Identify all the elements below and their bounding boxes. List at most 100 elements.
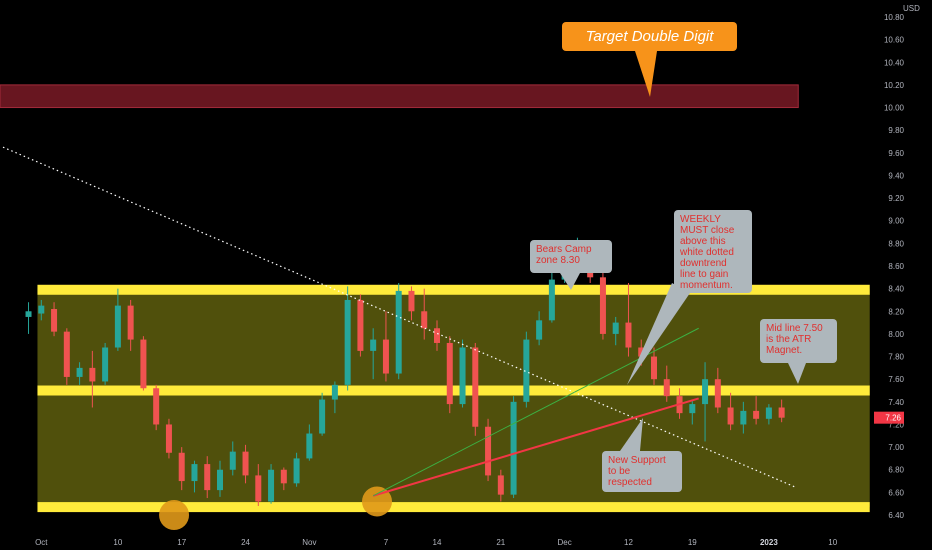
candle[interactable] (395, 282, 402, 380)
candle[interactable] (370, 328, 377, 380)
time-tick-label: 10 (828, 538, 837, 547)
candle[interactable] (191, 460, 198, 493)
candle[interactable] (140, 336, 147, 391)
candle[interactable] (472, 342, 479, 436)
candle[interactable] (702, 362, 709, 442)
price-tick-label: 9.60 (888, 149, 904, 158)
candle[interactable] (714, 367, 721, 414)
candle[interactable] (229, 441, 236, 476)
candle[interactable] (497, 469, 504, 502)
candle-body (319, 399, 326, 434)
candle[interactable] (689, 399, 696, 425)
callout-line: to be (608, 466, 631, 477)
candle-body (536, 320, 543, 340)
callout-line: downtrend (680, 258, 727, 269)
candle-body (485, 426, 492, 476)
candle[interactable] (255, 464, 262, 506)
candle[interactable] (242, 444, 249, 484)
candle[interactable] (331, 381, 338, 414)
time-tick-label: 12 (624, 538, 633, 547)
candle-body (38, 305, 45, 314)
candle-body (395, 290, 402, 374)
candle[interactable] (357, 294, 364, 357)
levels-layer (37, 284, 870, 513)
candle[interactable] (51, 302, 58, 337)
candle[interactable] (165, 418, 172, 459)
candle[interactable] (446, 336, 453, 414)
candle[interactable] (293, 452, 300, 487)
candle[interactable] (727, 392, 734, 431)
candle-body (242, 451, 249, 476)
candle[interactable] (536, 311, 543, 346)
candle[interactable] (153, 384, 160, 431)
callout-line: momentum. (680, 280, 733, 291)
candle-body (765, 407, 772, 419)
price-tick-label: 8.40 (888, 285, 904, 294)
candle[interactable] (740, 401, 747, 434)
trendline-new-support[interactable] (372, 397, 699, 497)
candle-body (472, 347, 479, 427)
candle[interactable] (753, 396, 760, 425)
candle-body (114, 305, 121, 348)
callout-pointer (635, 51, 657, 97)
candle[interactable] (217, 460, 223, 497)
candle[interactable] (765, 404, 772, 425)
candle[interactable] (548, 271, 555, 323)
candle-body (102, 347, 109, 382)
candle-body (370, 339, 377, 351)
candle[interactable] (344, 286, 351, 391)
price-tick-label: 7.20 (888, 420, 904, 429)
candle[interactable] (612, 316, 619, 346)
candle-body (331, 384, 338, 400)
candle[interactable] (382, 311, 389, 382)
candle[interactable] (523, 331, 530, 408)
candle[interactable] (459, 339, 466, 408)
price-tick-label: 8.80 (888, 239, 904, 248)
candle[interactable] (25, 302, 32, 334)
candle-body (599, 277, 606, 334)
candle[interactable] (280, 467, 287, 491)
candle-body (702, 379, 709, 405)
level-line-bears-camp[interactable] (37, 284, 870, 295)
candle[interactable] (306, 424, 313, 461)
candle[interactable] (778, 399, 785, 423)
candle[interactable] (599, 271, 606, 340)
candle[interactable] (204, 456, 211, 499)
candle[interactable] (421, 288, 428, 340)
candle[interactable] (434, 320, 440, 351)
candle[interactable] (102, 342, 109, 385)
candle[interactable] (89, 350, 96, 408)
candle-body (497, 475, 504, 495)
candle[interactable] (510, 396, 517, 499)
level-line-mid-line[interactable] (37, 385, 870, 396)
candle[interactable] (319, 392, 326, 436)
candle[interactable] (651, 347, 657, 385)
candle[interactable] (625, 282, 632, 357)
candle[interactable] (76, 362, 83, 385)
callout-line: white dotted (679, 247, 734, 258)
candle-body (753, 410, 760, 419)
price-tick-label: 7.00 (888, 443, 904, 452)
candle[interactable] (408, 286, 415, 321)
candle[interactable] (485, 418, 492, 482)
candle[interactable] (38, 299, 45, 321)
candle[interactable] (268, 464, 275, 504)
candle[interactable] (127, 299, 134, 351)
callout-pointer (620, 418, 643, 451)
time-tick-label: 2023 (760, 538, 778, 547)
callout-0[interactable]: Target Double Digit (562, 22, 737, 97)
candle-body (651, 356, 657, 380)
candle[interactable] (114, 288, 121, 351)
candle-body (25, 311, 32, 317)
candle[interactable] (178, 447, 185, 491)
candle[interactable] (663, 365, 670, 402)
candle-body (663, 379, 670, 397)
level-line-bottom[interactable] (37, 502, 870, 513)
candle-body (625, 322, 632, 348)
candle[interactable] (63, 328, 70, 385)
